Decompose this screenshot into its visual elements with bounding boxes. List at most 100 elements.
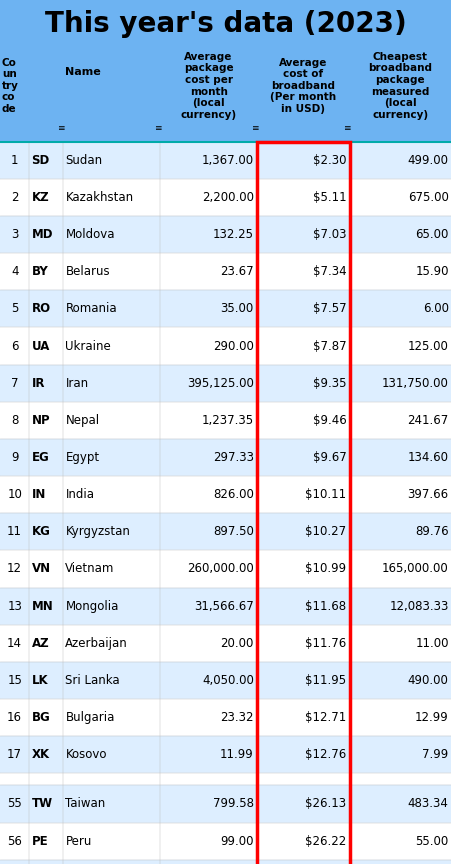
- Text: 14: 14: [7, 637, 22, 650]
- Text: RO: RO: [32, 302, 51, 315]
- Text: 132.25: 132.25: [213, 228, 254, 241]
- Text: $9.67: $9.67: [313, 451, 346, 464]
- Text: Iran: Iran: [65, 377, 88, 390]
- Text: 9: 9: [11, 451, 18, 464]
- Text: 55.00: 55.00: [415, 835, 449, 848]
- Text: Taiwan: Taiwan: [65, 797, 106, 810]
- Text: 297.33: 297.33: [213, 451, 254, 464]
- Text: 56: 56: [7, 835, 22, 848]
- Bar: [0, 365, 451, 402]
- Text: 13: 13: [7, 600, 22, 613]
- Text: 16: 16: [7, 711, 22, 724]
- Text: 15.90: 15.90: [415, 265, 449, 278]
- Text: 6: 6: [11, 340, 18, 353]
- Text: $7.87: $7.87: [313, 340, 346, 353]
- Text: $7.34: $7.34: [313, 265, 346, 278]
- Text: $26.13: $26.13: [305, 797, 346, 810]
- Text: Egypt: Egypt: [65, 451, 100, 464]
- Bar: [0, 662, 451, 699]
- Text: $10.11: $10.11: [305, 488, 346, 501]
- Text: $10.99: $10.99: [305, 562, 346, 575]
- Text: 35.00: 35.00: [221, 302, 254, 315]
- Text: 10: 10: [7, 488, 22, 501]
- Text: 12,083.33: 12,083.33: [389, 600, 449, 613]
- Text: Nepal: Nepal: [65, 414, 100, 427]
- Bar: [0, 402, 451, 439]
- Text: 55: 55: [7, 797, 22, 810]
- Text: VN: VN: [32, 562, 51, 575]
- Text: $10.27: $10.27: [305, 525, 346, 538]
- Text: ≡: ≡: [154, 124, 161, 133]
- Text: 23.67: 23.67: [220, 265, 254, 278]
- Text: Kazakhstan: Kazakhstan: [65, 191, 133, 204]
- Text: EG: EG: [32, 451, 49, 464]
- Text: 131,750.00: 131,750.00: [382, 377, 449, 390]
- Text: 6.00: 6.00: [423, 302, 449, 315]
- Text: 134.60: 134.60: [408, 451, 449, 464]
- Text: 260,000.00: 260,000.00: [187, 562, 254, 575]
- Text: ≡: ≡: [57, 124, 64, 133]
- Text: $7.57: $7.57: [313, 302, 346, 315]
- Bar: [0, 625, 451, 662]
- Text: Average
cost of
broadband
(Per month
in USD): Average cost of broadband (Per month in …: [270, 58, 336, 114]
- Text: Kosovo: Kosovo: [65, 748, 107, 761]
- Text: 490.00: 490.00: [408, 674, 449, 687]
- Text: 675.00: 675.00: [408, 191, 449, 204]
- Text: Name: Name: [65, 67, 101, 77]
- Text: $5.11: $5.11: [313, 191, 346, 204]
- Text: 4,050.00: 4,050.00: [202, 674, 254, 687]
- Text: Belarus: Belarus: [65, 265, 110, 278]
- Bar: [0, 736, 451, 773]
- Text: Kyrgyzstan: Kyrgyzstan: [65, 525, 130, 538]
- Text: 826.00: 826.00: [213, 488, 254, 501]
- Text: AZ: AZ: [32, 637, 49, 650]
- Text: 12: 12: [7, 562, 22, 575]
- Text: 99.00: 99.00: [221, 835, 254, 848]
- Text: Romania: Romania: [65, 302, 117, 315]
- Text: XK: XK: [32, 748, 50, 761]
- Text: 165,000.00: 165,000.00: [382, 562, 449, 575]
- Text: $9.46: $9.46: [313, 414, 346, 427]
- Text: This year's data (2023): This year's data (2023): [45, 10, 406, 38]
- Text: 12.99: 12.99: [415, 711, 449, 724]
- Bar: [0, 773, 451, 785]
- Text: 1,237.35: 1,237.35: [202, 414, 254, 427]
- Text: $12.76: $12.76: [305, 748, 346, 761]
- Text: $7.03: $7.03: [313, 228, 346, 241]
- Text: 397.66: 397.66: [408, 488, 449, 501]
- Text: $2.30: $2.30: [313, 154, 346, 167]
- Text: Cheapest
broadband
package
measured
(local
currency): Cheapest broadband package measured (loc…: [368, 52, 432, 120]
- Bar: [0, 476, 451, 513]
- Text: 4: 4: [11, 265, 18, 278]
- Text: NP: NP: [32, 414, 50, 427]
- Text: LK: LK: [32, 674, 48, 687]
- Text: SD: SD: [32, 154, 50, 167]
- Text: $11.76: $11.76: [305, 637, 346, 650]
- Text: $26.22: $26.22: [305, 835, 346, 848]
- Bar: [0, 290, 451, 327]
- Text: India: India: [65, 488, 94, 501]
- Text: ≡: ≡: [343, 124, 350, 133]
- Bar: [0, 513, 451, 550]
- Text: Azerbaijan: Azerbaijan: [65, 637, 128, 650]
- Text: Sri Lanka: Sri Lanka: [65, 674, 120, 687]
- Text: UA: UA: [32, 340, 50, 353]
- Text: KG: KG: [32, 525, 51, 538]
- Text: Co
un
try
co
de: Co un try co de: [2, 58, 18, 114]
- Text: 23.32: 23.32: [221, 711, 254, 724]
- Text: Bulgaria: Bulgaria: [65, 711, 115, 724]
- Bar: [0, 860, 451, 864]
- Text: Moldova: Moldova: [65, 228, 115, 241]
- Text: Vietnam: Vietnam: [65, 562, 115, 575]
- Text: 395,125.00: 395,125.00: [187, 377, 254, 390]
- Text: 1,367.00: 1,367.00: [202, 154, 254, 167]
- Text: 290.00: 290.00: [213, 340, 254, 353]
- Text: 7.99: 7.99: [423, 748, 449, 761]
- Text: 1: 1: [11, 154, 18, 167]
- Text: ≡: ≡: [251, 124, 258, 133]
- Bar: [0, 785, 451, 823]
- Bar: [0, 439, 451, 476]
- Bar: [0, 699, 451, 736]
- Text: 89.76: 89.76: [415, 525, 449, 538]
- Text: PE: PE: [32, 835, 48, 848]
